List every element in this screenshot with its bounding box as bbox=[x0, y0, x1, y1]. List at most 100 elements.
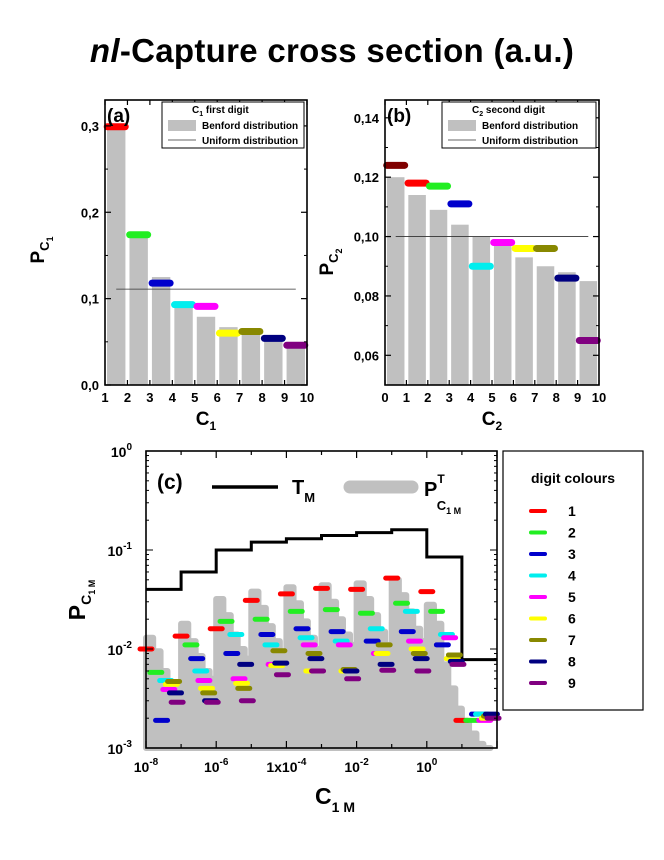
x-axis-label-main: C bbox=[315, 783, 332, 809]
x-tick-label-a: 8 bbox=[258, 390, 265, 405]
legend-uniform-label-b: Uniform distribution bbox=[482, 136, 578, 147]
y-tick-base: 10 bbox=[111, 444, 127, 460]
benford-bar-b-9 bbox=[579, 281, 598, 385]
benford-bar-a-4 bbox=[174, 301, 193, 385]
x-axis-label-main: C bbox=[196, 409, 210, 430]
x-tick-label-b: 1 bbox=[403, 390, 410, 405]
y-axis-label-main: P bbox=[317, 263, 338, 276]
benford-bar-a-1 bbox=[107, 125, 126, 385]
x-tick-label-b: 10 bbox=[592, 390, 606, 405]
pt-distribution-area bbox=[143, 576, 494, 751]
digit-legend-box bbox=[502, 450, 644, 711]
x-tick-label-a: 2 bbox=[124, 390, 131, 405]
digit-legend-label-8: 8 bbox=[568, 654, 576, 670]
legend-title-a: C1 first digit bbox=[192, 105, 249, 118]
y-tick-base: 10 bbox=[108, 741, 124, 757]
legend-pt-label: PT C1 M bbox=[424, 472, 461, 516]
digit-colour-legend: digit colours 1 2 3 4 5 6 7 8 9 bbox=[502, 450, 644, 711]
x-tick-label-a: 7 bbox=[236, 390, 243, 405]
panel-a-chart: 1 2 3 4 5 6 7 8 9 100,00,10,20,3 (a) C1 first digit… bbox=[28, 99, 314, 433]
digit-legend-label-2: 2 bbox=[568, 525, 576, 541]
legend-benford-swatch-b bbox=[448, 120, 476, 131]
benford-bar-b-4 bbox=[472, 236, 491, 385]
x-axis-label-sub: 1 M bbox=[332, 799, 355, 815]
digit-legend-label-6: 6 bbox=[568, 611, 576, 627]
x-tick-label-b: 0 bbox=[381, 390, 388, 405]
legend-title-main: C bbox=[192, 105, 199, 116]
x-tick-label-b: 9 bbox=[574, 390, 581, 405]
benford-bar-a-2 bbox=[129, 233, 148, 385]
y-tick-base: 10 bbox=[108, 642, 124, 658]
x-tick-label-b: 7 bbox=[531, 390, 538, 405]
digit-legend-label-4: 4 bbox=[568, 568, 576, 584]
x-axis-label-b: C2 bbox=[482, 409, 503, 433]
tm-step-line bbox=[146, 528, 497, 662]
legend-benford-swatch-a bbox=[168, 120, 196, 131]
y-axis-label-subsub: 1 bbox=[45, 236, 55, 241]
y-axis-label-main: P bbox=[28, 251, 49, 264]
x-axis-label-c: C1 M bbox=[315, 783, 355, 815]
y-axis-label-b: PC2 bbox=[317, 248, 344, 275]
y-tick-label-a: 0,1 bbox=[81, 292, 99, 307]
y-axis-label-sub: C bbox=[78, 595, 94, 605]
benford-bar-b-2 bbox=[429, 209, 448, 385]
y-tick-base: 10 bbox=[108, 543, 124, 559]
x-tick-label-a: 10 bbox=[300, 390, 314, 405]
y-axis-label-sub: C bbox=[326, 253, 341, 263]
benford-bar-b-0 bbox=[386, 177, 405, 385]
digit-legend-title: digit colours bbox=[531, 470, 615, 486]
legend-tm-label: TM bbox=[292, 477, 315, 505]
x-tick-label-b: 4 bbox=[467, 390, 475, 405]
x-tick-label-b: 3 bbox=[446, 390, 453, 405]
legend-title-rest: first digit bbox=[203, 105, 249, 116]
y-axis-label-c: PC1 M bbox=[64, 580, 97, 620]
x-tick-exp: -6 bbox=[220, 757, 229, 768]
y-axis-label-sub: C bbox=[37, 241, 52, 251]
legend-title-main: C bbox=[472, 105, 479, 116]
legend-uniform-label-a: Uniform distribution bbox=[202, 136, 298, 147]
legend-title-b: C2 second digit bbox=[472, 105, 545, 118]
legend-b: C2 second digit Benford distribution Unifo… bbox=[441, 101, 597, 149]
benford-bar-a-8 bbox=[264, 340, 283, 385]
x-tick-label-b: 8 bbox=[553, 390, 560, 405]
panel-b-chart: 0 1 2 3 4 5 6 7 8 9 100,060,080,100,120,14 (b) C2 se… bbox=[317, 99, 606, 433]
y-tick-label-b: 0,06 bbox=[354, 348, 379, 363]
digit-legend-label-7: 7 bbox=[568, 632, 576, 648]
x-tick-label-c: 1x10-4 bbox=[266, 757, 306, 775]
y-tick-exp: -1 bbox=[123, 541, 132, 552]
x-tick-label-c: 10-6 bbox=[204, 757, 229, 775]
digit-legend-label-9: 9 bbox=[568, 675, 576, 691]
benford-bar-a-5 bbox=[196, 316, 216, 385]
y-tick-label-c: 10-3 bbox=[108, 739, 133, 757]
digit-legend-label-3: 3 bbox=[568, 546, 576, 562]
legend-pt-main: P bbox=[424, 479, 437, 501]
y-tick-label-b: 0,08 bbox=[354, 289, 379, 304]
x-axis-label-main: C bbox=[482, 409, 496, 430]
y-tick-label-a: 0,2 bbox=[81, 205, 99, 220]
x-axis-label-sub: 1 bbox=[210, 419, 217, 433]
benford-bar-b-8 bbox=[558, 272, 576, 385]
legend-pt-subsub: 1 M bbox=[446, 506, 461, 516]
x-tick-base: 10 bbox=[204, 759, 220, 775]
y-tick-label-b: 0,14 bbox=[354, 111, 380, 126]
y-tick-label-b: 0,12 bbox=[354, 170, 379, 185]
x-tick-label-a: 1 bbox=[101, 390, 108, 405]
x-tick-label-a: 4 bbox=[169, 390, 177, 405]
legend-benford-label-b: Benford distribution bbox=[482, 121, 578, 132]
x-tick-label-c: 10-2 bbox=[344, 757, 369, 775]
x-tick-exp: -8 bbox=[149, 757, 158, 768]
x-tick-label-b: 5 bbox=[488, 390, 495, 405]
x-tick-label-c: 10-8 bbox=[134, 757, 159, 775]
x-tick-base: 10 bbox=[344, 759, 360, 775]
legend-title-sub: 2 bbox=[479, 111, 483, 118]
benford-bar-b-7 bbox=[536, 266, 555, 385]
y-tick-exp: -2 bbox=[123, 640, 132, 651]
legend-tm-main: T bbox=[292, 477, 304, 499]
x-tick-base: 10 bbox=[416, 759, 432, 775]
x-tick-label-c: 100 bbox=[416, 757, 438, 775]
y-tick-label-c: 10-1 bbox=[108, 541, 133, 559]
panel-label-c: (c) bbox=[157, 471, 183, 494]
y-tick-label-c: 10-2 bbox=[108, 640, 133, 658]
y-tick-label-c: 100 bbox=[111, 442, 133, 460]
